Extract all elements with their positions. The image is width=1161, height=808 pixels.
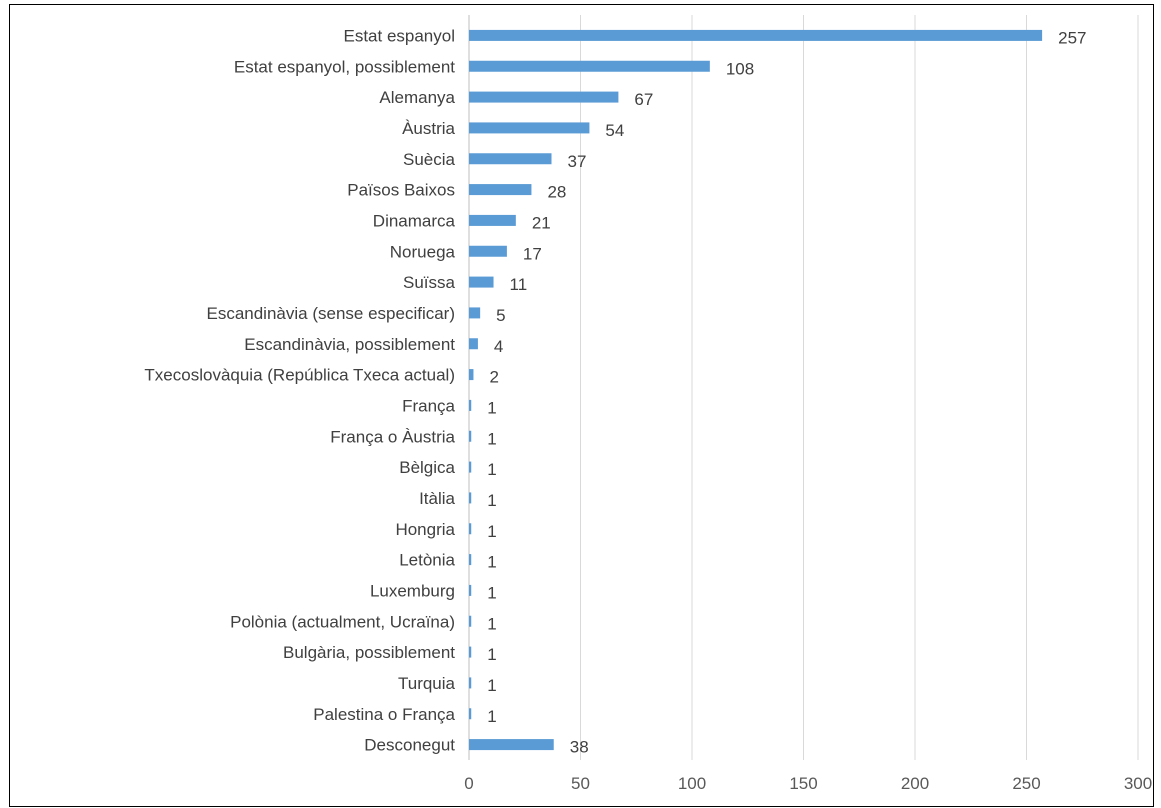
category-label: Bulgària, possiblement <box>283 643 455 662</box>
bar <box>469 523 472 535</box>
value-label: 28 <box>547 183 566 202</box>
category-label: Bèlgica <box>399 458 455 477</box>
category-label: Dinamarca <box>373 211 456 230</box>
x-tick-label: 50 <box>571 774 590 793</box>
x-tick-label: 300 <box>1124 774 1152 793</box>
bar <box>469 245 507 257</box>
value-label: 1 <box>487 583 496 602</box>
bars <box>469 29 1043 751</box>
value-label: 5 <box>496 306 505 325</box>
bar-chart: Estat espanyol Estat espanyol, possibleme… <box>144 15 1152 793</box>
value-label: 1 <box>487 522 496 541</box>
bar <box>469 214 516 226</box>
value-label: 2 <box>489 368 498 387</box>
category-label: Desconegut <box>364 736 455 755</box>
category-label: Suïssa <box>403 273 456 292</box>
value-label: 54 <box>605 121 624 140</box>
bar <box>469 430 472 442</box>
bar <box>469 29 1043 41</box>
x-axis-ticks: 0 50 100 150 200 250 300 <box>464 774 1152 793</box>
value-label: 1 <box>487 614 496 633</box>
category-label: Estat espanyol <box>343 26 455 45</box>
bar <box>469 307 481 319</box>
category-label: França <box>402 396 455 415</box>
bar <box>469 646 472 658</box>
value-label: 1 <box>487 398 496 417</box>
bar <box>469 708 472 720</box>
value-label: 37 <box>568 152 587 171</box>
category-label: Països Baixos <box>347 181 455 200</box>
value-label: 1 <box>487 429 496 448</box>
category-labels: Estat espanyol Estat espanyol, possibleme… <box>144 26 455 754</box>
value-label: 108 <box>726 59 754 78</box>
category-label: Escandinàvia (sense especificar) <box>206 304 455 323</box>
x-tick-label: 200 <box>901 774 929 793</box>
value-label: 1 <box>487 553 496 572</box>
category-label: Palestina o França <box>313 705 455 724</box>
bar <box>469 276 494 288</box>
value-label: 17 <box>523 244 542 263</box>
bar <box>469 554 472 566</box>
category-label: Turquia <box>398 674 456 693</box>
bar <box>469 338 478 350</box>
bar <box>469 122 590 134</box>
x-tick-label: 250 <box>1012 774 1040 793</box>
category-label: Txecoslovàquia (República Txeca actual) <box>144 366 455 385</box>
category-label: Estat espanyol, possiblement <box>234 57 455 76</box>
value-label: 1 <box>487 460 496 479</box>
category-label: Luxemburg <box>370 581 455 600</box>
bar <box>469 184 532 196</box>
category-label: Alemanya <box>379 88 455 107</box>
x-tick-label: 150 <box>789 774 817 793</box>
bar <box>469 677 472 689</box>
value-label: 38 <box>570 738 589 757</box>
category-label: Letònia <box>399 551 455 570</box>
bar <box>469 60 710 72</box>
bar <box>469 615 472 627</box>
chart-frame: Estat espanyol Estat espanyol, possibleme… <box>9 4 1154 807</box>
value-label: 67 <box>634 90 653 109</box>
value-label: 1 <box>487 491 496 510</box>
bar <box>469 461 472 473</box>
bar <box>469 739 554 751</box>
bar <box>469 369 474 381</box>
category-label: Àustria <box>402 119 455 138</box>
category-label: Polònia (actualment, Ucraïna) <box>230 612 455 631</box>
value-label: 1 <box>487 707 496 726</box>
bar <box>469 399 472 411</box>
category-label: Noruega <box>390 242 456 261</box>
value-label: 21 <box>532 213 551 232</box>
bar <box>469 492 472 504</box>
x-tick-label: 100 <box>678 774 706 793</box>
value-label: 1 <box>487 676 496 695</box>
x-tick-label: 0 <box>464 774 473 793</box>
category-label: Itàlia <box>419 489 455 508</box>
bar <box>469 584 472 596</box>
value-label: 11 <box>510 275 528 294</box>
category-label: Suècia <box>403 150 456 169</box>
category-label: Escandinàvia, possiblement <box>244 335 455 354</box>
bar <box>469 91 619 103</box>
value-label: 4 <box>494 337 503 356</box>
category-label: França o Àustria <box>330 427 455 446</box>
category-label: Hongria <box>395 520 455 539</box>
value-label: 1 <box>487 645 496 664</box>
value-label: 257 <box>1058 28 1086 47</box>
bar <box>469 153 552 165</box>
gridlines <box>468 15 1139 760</box>
